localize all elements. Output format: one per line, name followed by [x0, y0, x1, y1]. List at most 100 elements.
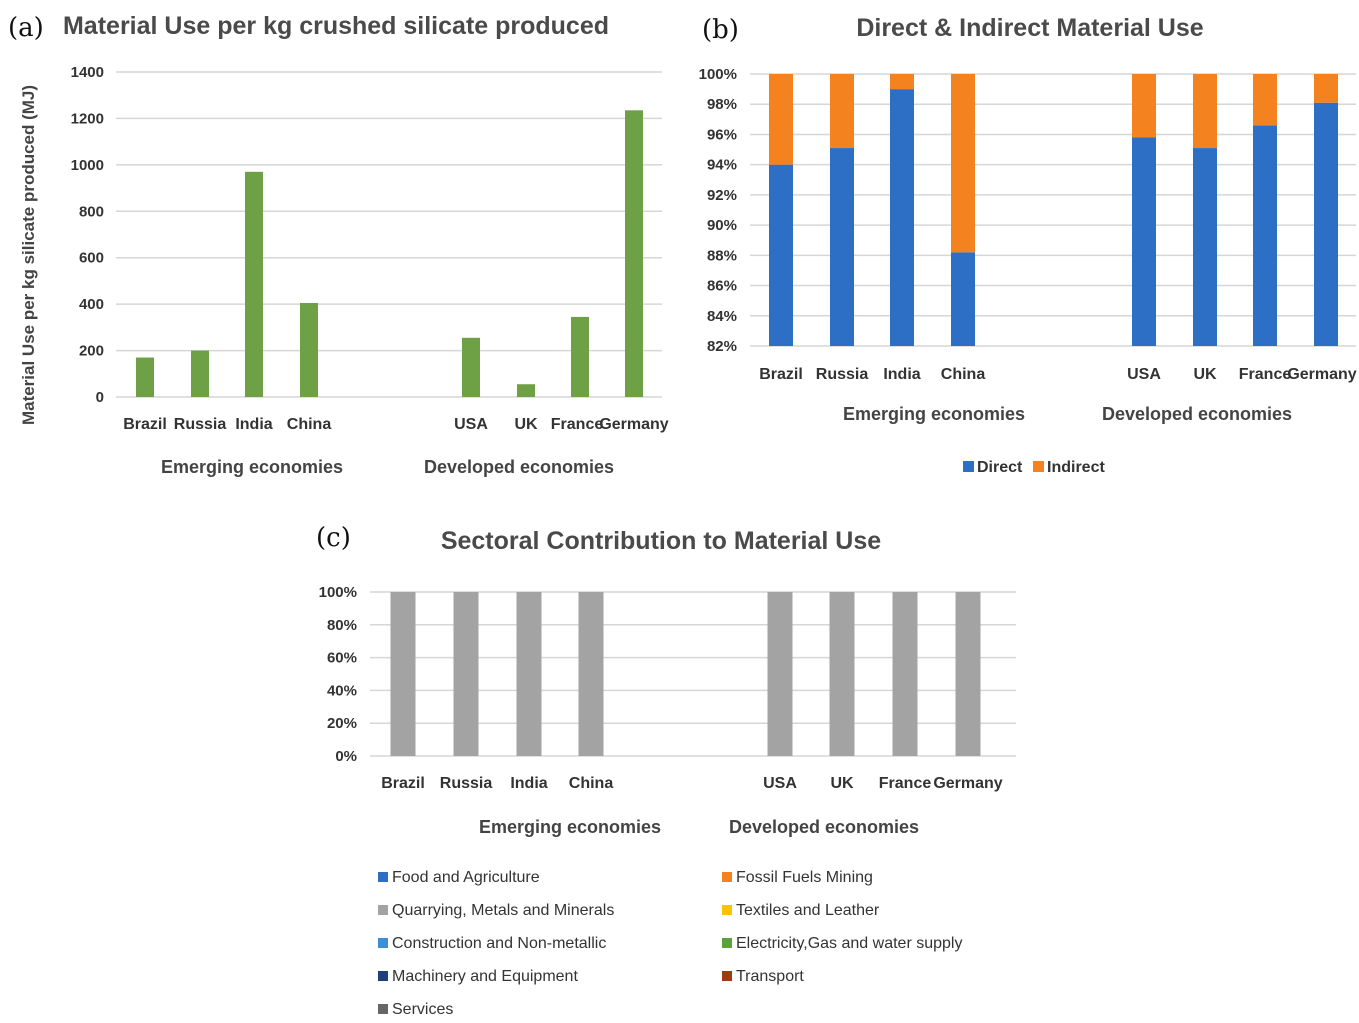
panel-c-plot: 100% 80% 60% 40% 20% 0% Brazil Russia India China…	[319, 584, 1016, 792]
legend-swatch-fossil-fuels-mining	[722, 872, 732, 882]
legend-swatch-machinery-and-equipment	[378, 971, 388, 981]
panel-b-bar-uk-indirect	[1193, 74, 1217, 149]
panel-c-ytick: 40%	[327, 682, 357, 699]
panel-a-ytick: 800	[79, 203, 104, 220]
legend-label-indirect: Indirect	[1047, 459, 1105, 476]
panel-c-ytick: 0%	[335, 748, 357, 765]
panel-c-xlabel-russia: Russia	[440, 775, 493, 792]
panel-b-plot: 100% 98% 96% 94% 92% 90% 88% 86% 84% 82% Brazil Rus…	[699, 66, 1357, 383]
legend-swatch-quarrying-metals-and-minerals	[378, 905, 388, 915]
legend-label-machinery-and-equipment: Machinery and Equipment	[392, 968, 578, 985]
panel-c-xlabel-germany: Germany	[933, 775, 1002, 792]
panel-b-bar-russia-direct	[830, 148, 854, 346]
panel-b-xlabel-india: India	[883, 366, 920, 383]
legend-swatch-construction-and-non-metallic	[378, 938, 388, 948]
panel-a-ytick: 200	[79, 343, 104, 360]
panel-a-bar-india	[245, 171, 263, 397]
panel-a-bar-china	[300, 302, 318, 397]
panel-b-ytick: 86%	[707, 278, 737, 295]
panel-c-group-emerging: Emerging economies	[479, 817, 661, 837]
panel-b-bar-china-indirect	[951, 74, 975, 253]
panel-a-xlabel-brazil: Brazil	[123, 416, 167, 433]
panel-b-ytick: 98%	[707, 96, 737, 113]
panel-b-ytick: 84%	[707, 308, 737, 325]
panel-c-xlabel-brazil: Brazil	[381, 775, 425, 792]
panel-c-ytick: 20%	[327, 715, 357, 732]
panel-b-bar-brazil-direct	[769, 164, 793, 346]
panel-c-bar-usa-quarrying-metals-and-minerals	[767, 592, 793, 756]
panel-c-xlabel-india: India	[510, 775, 547, 792]
panel-a-group-emerging: Emerging economies	[161, 457, 343, 477]
panel-b-bar-germany-direct	[1314, 102, 1338, 346]
legend-label-fossil-fuels-mining: Fossil Fuels Mining	[736, 869, 873, 886]
panel-a-bar-france	[571, 316, 589, 397]
panel-c-bar-china-quarrying-metals-and-minerals	[578, 592, 604, 756]
panel-b-bar-germany-indirect	[1314, 74, 1338, 103]
panel-c-xlabel-china: China	[569, 775, 614, 792]
legend-swatch-services	[378, 1004, 388, 1014]
panel-b-bar-brazil-indirect	[769, 74, 793, 165]
panel-c-bar-uk-quarrying-metals-and-minerals	[829, 592, 855, 756]
panel-b-title: Direct & Indirect Material Use	[856, 14, 1203, 42]
legend-swatch-textiles-and-leather	[722, 905, 732, 915]
panel-c-ytick: 100%	[319, 584, 357, 601]
panel-c-tag: (c)	[316, 523, 351, 553]
panel-a-title: Material Use per kg crushed silicate pro…	[63, 12, 609, 40]
panel-a-bar-russia	[191, 350, 209, 397]
panel-b-bar-usa-direct	[1132, 137, 1156, 346]
panel-c-ytick: 80%	[327, 617, 357, 634]
panel-b-xlabel-usa: USA	[1127, 366, 1161, 383]
panel-c-xlabel-france: France	[879, 775, 932, 792]
panel-a-xlabel-usa: USA	[454, 416, 488, 433]
panel-a-bar-brazil	[136, 357, 154, 397]
legend-label-construction-and-non-metallic: Construction and Non-metallic	[392, 935, 606, 952]
panel-b-xlabel-uk: UK	[1193, 366, 1217, 383]
legend-label-services: Services	[392, 1001, 453, 1018]
panel-a-xlabel-germany: Germany	[599, 416, 668, 433]
panel-b-ytick: 92%	[707, 187, 737, 204]
panel-b-tag: (b)	[702, 15, 739, 45]
panel-b-ytick: 94%	[707, 157, 737, 174]
panel-a-group-developed: Developed economies	[424, 457, 614, 477]
panel-a-bar-uk	[517, 384, 535, 397]
panel-b-bar-china-direct	[951, 252, 975, 346]
panel-a-bar-germany	[625, 110, 643, 397]
panel-c-ytick: 60%	[327, 650, 357, 667]
panel-b-ytick: 90%	[707, 217, 737, 234]
panel-b-bar-uk-direct	[1193, 148, 1217, 346]
panel-a-ytick: 1200	[71, 110, 104, 127]
panel-b-group-emerging: Emerging economies	[843, 404, 1025, 424]
panel-c-bar-india-quarrying-metals-and-minerals	[516, 592, 542, 756]
legend-swatch-food-and-agriculture	[378, 872, 388, 882]
legend-swatch-transport	[722, 971, 732, 981]
panel-a-xlabel-china: China	[287, 416, 332, 433]
panel-b-ytick: 82%	[707, 338, 737, 355]
panel-b-legend: Direct Indirect	[963, 459, 1105, 476]
panel-a-ytick: 1000	[71, 157, 104, 174]
panel-b-group-developed: Developed economies	[1102, 404, 1292, 424]
panel-c-title: Sectoral Contribution to Material Use	[441, 527, 881, 555]
panel-a-plot: 1400 1200 1000 800 600 400 200 0 Brazil Russia Ind…	[71, 64, 669, 433]
panel-a-xlabel-india: India	[235, 416, 272, 433]
panel-c-bar-france-quarrying-metals-and-minerals	[892, 592, 918, 756]
panel-a-ytick: 600	[79, 250, 104, 267]
panel-b-bar-india-direct	[890, 89, 914, 346]
legend-label-direct: Direct	[977, 459, 1023, 476]
panel-c-xlabel-usa: USA	[763, 775, 797, 792]
panel-b-bar-india-indirect	[890, 74, 914, 90]
panel-b-xlabel-brazil: Brazil	[759, 366, 803, 383]
panel-a-ytick: 1400	[71, 64, 104, 81]
panel-b-bar-usa-indirect	[1132, 74, 1156, 138]
panel-a-xlabel-russia: Russia	[174, 416, 227, 433]
legend-label-electricity-gas-and-water-supply: Electricity,Gas and water supply	[736, 935, 962, 952]
panel-a-xlabel-france: France	[551, 416, 604, 433]
panel-b-bar-france-indirect	[1253, 74, 1277, 126]
panel-b-ytick: 100%	[699, 66, 737, 83]
panel-a-tag: (a)	[8, 13, 44, 43]
legend-swatch-electricity-gas-and-water-supply	[722, 938, 732, 948]
panel-a-bar-usa	[462, 337, 480, 397]
legend-label-food-and-agriculture: Food and Agriculture	[392, 869, 540, 886]
panel-b-bar-russia-indirect	[830, 74, 854, 149]
panel-a-xlabel-uk: UK	[514, 416, 538, 433]
panel-c-xlabel-uk: UK	[830, 775, 854, 792]
